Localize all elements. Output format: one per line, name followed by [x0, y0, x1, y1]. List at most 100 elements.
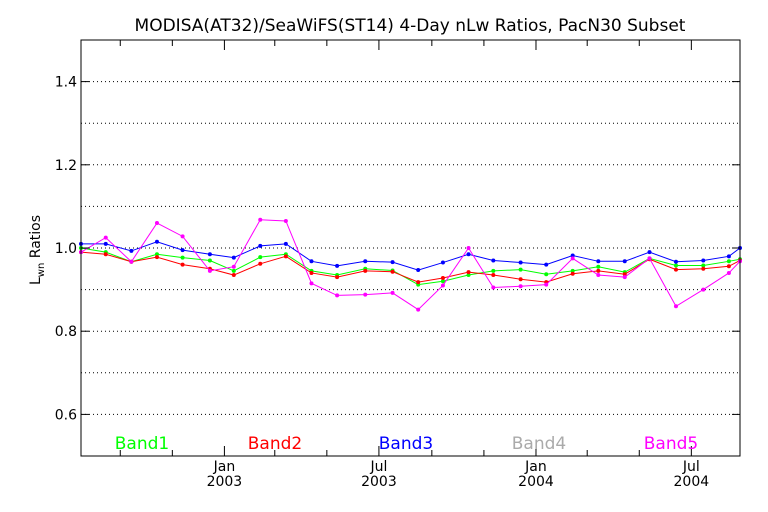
data-point [673, 263, 678, 268]
data-point [154, 255, 159, 260]
data-point [440, 283, 445, 288]
legend-item-band3: Band3 [379, 434, 433, 454]
data-point [258, 261, 263, 266]
data-point [440, 275, 445, 280]
y-tick-label: 1.0 [55, 241, 77, 257]
data-point [544, 272, 549, 277]
data-point [673, 267, 678, 272]
data-point [335, 263, 340, 268]
y-tick-label: 1.4 [55, 75, 77, 91]
chart-title: MODISA(AT32)/SeaWiFS(ST14) 4-Day nLw Rat… [135, 16, 686, 36]
data-point [416, 268, 421, 273]
data-point [622, 275, 627, 280]
x-tick-label-year: 2004 [674, 474, 710, 490]
data-point [544, 282, 549, 287]
data-point [726, 259, 731, 264]
y-axis-label: Lwn Ratios [28, 215, 47, 285]
legend-item-band1: Band1 [115, 434, 169, 454]
data-point [231, 273, 236, 278]
data-point [363, 292, 368, 297]
data-point [231, 264, 236, 269]
data-point [518, 277, 523, 282]
data-point [207, 258, 212, 263]
data-point [596, 259, 601, 264]
data-point [207, 252, 212, 257]
data-point [154, 221, 159, 226]
data-point [544, 262, 549, 267]
y-tick-label: 1.2 [55, 158, 77, 174]
data-point [726, 254, 731, 259]
data-point [701, 266, 706, 271]
legend: Band1 Band2 Band3 Band4 Band5 [115, 434, 698, 454]
data-point [390, 260, 395, 265]
data-point [466, 273, 471, 278]
data-point [335, 275, 340, 280]
data-point [466, 252, 471, 257]
data-point [154, 239, 159, 244]
data-point [258, 243, 263, 248]
y-tick-label: 0.8 [55, 324, 77, 340]
data-point [466, 270, 471, 275]
data-point [701, 287, 706, 292]
data-point [231, 255, 236, 260]
data-point [701, 258, 706, 263]
data-point [466, 246, 471, 250]
data-point [518, 284, 523, 289]
legend-item-band5: Band5 [644, 434, 698, 454]
data-point [622, 259, 627, 264]
data-point [596, 273, 601, 278]
y-label-main: L [28, 277, 44, 285]
legend-item-band2: Band2 [248, 434, 302, 454]
grid [81, 81, 740, 415]
y-tick-label: 0.6 [55, 407, 77, 423]
data-point [416, 280, 421, 285]
data-point [363, 259, 368, 264]
data-point [570, 268, 575, 273]
data-point [309, 270, 314, 275]
data-point [491, 258, 496, 263]
data-point [673, 259, 678, 264]
data-point [440, 279, 445, 284]
x-tick-label-year: 2003 [207, 474, 243, 490]
data-point [180, 262, 185, 267]
y-label-rest: Ratios [28, 215, 44, 263]
x-tick-label-year: 2004 [518, 474, 554, 490]
data-point [283, 241, 288, 246]
data-point [258, 217, 263, 222]
series-band3 [79, 239, 742, 273]
data-point [180, 248, 185, 253]
x-tick-label-year: 2003 [361, 474, 397, 490]
data-point [726, 264, 731, 269]
x-tick-label-month: Jul [682, 459, 700, 475]
data-point [622, 272, 627, 277]
data-point [570, 256, 575, 261]
series-band5 [79, 217, 742, 312]
data-point [129, 259, 134, 264]
data-point [103, 241, 108, 246]
data-point [518, 260, 523, 265]
data-point [231, 268, 236, 273]
x-tick-label-month: Jan [524, 459, 547, 475]
data-point [283, 254, 288, 259]
data-point [647, 256, 652, 261]
data-point [491, 285, 496, 290]
x-tick-label-month: Jul [369, 459, 387, 475]
data-point [103, 235, 108, 240]
data-point [154, 252, 159, 257]
data-point [180, 255, 185, 260]
legend-item-band4: Band4 [512, 434, 566, 454]
data-point [103, 252, 108, 257]
data-point [570, 271, 575, 276]
data-point [180, 234, 185, 239]
series-layer [79, 217, 742, 312]
data-point [570, 253, 575, 258]
data-point [283, 218, 288, 223]
data-point [363, 268, 368, 273]
data-point [416, 307, 421, 312]
data-point [518, 267, 523, 272]
series-line [81, 241, 741, 271]
y-label-subscript: wn [36, 263, 47, 278]
data-point [596, 264, 601, 269]
data-point [129, 248, 134, 253]
